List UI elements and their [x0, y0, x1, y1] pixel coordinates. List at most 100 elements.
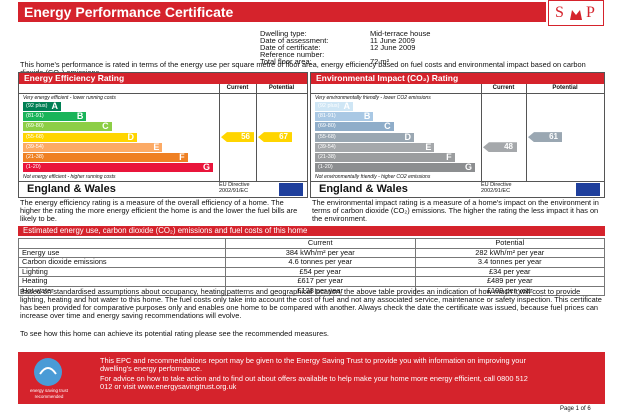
column-header: Potential [268, 85, 295, 91]
bottom-note: Not environmentally friendly - higher CO… [315, 174, 431, 181]
header-cell [18, 238, 226, 249]
top-note: Very energy efficient - lower running co… [23, 95, 116, 101]
band-range: (21-38) [318, 154, 336, 160]
table-cell: Carbon dioxide emissions [18, 257, 226, 268]
band-letter: B [363, 111, 371, 122]
est-logo-name: energy saving trust [29, 388, 69, 393]
band-range: (81-91) [26, 113, 44, 120]
column-header: Current [226, 85, 249, 91]
band-range: (81-91) [318, 113, 336, 120]
bottom-note: Not energy efficient - higher running co… [23, 174, 116, 181]
footer-text: For advice on how to take action and to … [100, 374, 528, 391]
rating-band: (92 plus) A [23, 102, 61, 111]
rating-description: The energy efficiency rating is a measur… [20, 198, 298, 223]
table-cell: £617 per year [225, 276, 416, 287]
band-letter: D [404, 131, 412, 142]
column-header: Current [492, 85, 515, 91]
band-letter: A [343, 101, 351, 111]
divider [19, 93, 307, 94]
est-logo-tag: recommended [34, 394, 64, 399]
detail-value: 72 m² [370, 57, 390, 66]
logo-letter: P [586, 4, 595, 21]
logo-crown [570, 10, 582, 20]
detail-label: Date of assessment: [260, 36, 329, 45]
detail-value: Mid-terrace house [370, 29, 431, 38]
band-letter: C [102, 121, 109, 132]
band-letter: F [179, 152, 185, 162]
table-cell: £109 per year [414, 285, 605, 296]
band-range: (39-54) [26, 143, 44, 150]
band-letter: F [446, 152, 452, 162]
rating-band: (1-20) G [315, 162, 475, 173]
table-cell: £489 per year [414, 276, 605, 287]
rating-band: (69-80) C [315, 121, 394, 132]
detail-label: Date of certificate: [260, 43, 321, 52]
col-line [219, 84, 220, 181]
band-range: (92 plus) [26, 103, 48, 109]
header-title: Energy Performance Certificate [18, 2, 546, 22]
table-row: Carbon dioxide emissions 4.6 tonnes per y… [18, 257, 605, 268]
top-note: Very environmentally friendly - lower CO… [315, 95, 431, 101]
band-range: (21-38) [26, 154, 44, 160]
table-cell: 3.4 tonnes per year [414, 257, 605, 268]
col-line [256, 84, 257, 181]
band-letter: G [464, 162, 472, 173]
divider [311, 181, 604, 182]
band-range: (55-68) [26, 133, 44, 140]
band-range: (1-20) [318, 164, 333, 171]
header-cell: Potential [414, 238, 605, 249]
page-number: Page 1 of 6 [560, 406, 591, 412]
table-cell: Hot water [18, 285, 226, 296]
detail-label: Dwelling type: [260, 29, 307, 38]
rating-band: (1-20) G [23, 162, 213, 173]
table-header: Current Potential [18, 238, 605, 249]
rating-band: (21-38) F [23, 153, 188, 162]
detail-label: Total floor area: [260, 57, 312, 66]
directive: EU Directive 2002/91/EC [481, 182, 512, 194]
recommendation: To see how this home can achieve its pot… [20, 329, 329, 338]
rating-band: (39-54) E [315, 141, 435, 152]
band-letter: E [153, 141, 160, 152]
col-line [481, 84, 482, 181]
rating-band: (81-91) B [315, 111, 374, 122]
rating-band: (92 plus) A [315, 102, 353, 111]
column-header: Potential [552, 85, 578, 91]
table-cell: Lighting [18, 266, 226, 277]
est-logo [34, 358, 62, 386]
panel-title: Energy Efficiency Rating [19, 73, 307, 84]
band-letter: E [425, 141, 432, 152]
band-letter: G [202, 162, 210, 173]
panel-title: Environmental Impact (CO₂) Rating [311, 73, 604, 84]
band-letter: D [127, 131, 135, 142]
logo: S P [548, 0, 604, 26]
rating-arrow: 67 [258, 132, 292, 143]
rating-band: (55-68) D [315, 131, 414, 142]
band-range: (69-80) [318, 123, 336, 130]
footer-text: This EPC and recommendations report may … [100, 356, 526, 373]
rating-band: (21-38) F [315, 153, 455, 162]
rating-band: (81-91) B [23, 111, 87, 122]
costs-title: Estimated energy use, carbon dioxide (CO… [18, 226, 605, 236]
band-range: (1-20) [26, 164, 41, 171]
rating-arrow: 61 [528, 132, 562, 143]
band-letter: A [51, 101, 59, 111]
table-row: Heating £617 per year £489 per year [18, 276, 605, 287]
rating-description: The environmental impact rating is a mea… [312, 198, 599, 223]
rating-panel: Energy Efficiency Rating Current Potential… [18, 72, 308, 198]
band-range: (69-80) [26, 123, 44, 130]
band-range: (92 plus) [318, 103, 340, 109]
band-range: (55-68) [318, 133, 336, 140]
band-letter: C [384, 121, 391, 132]
rating-band: (69-80) C [23, 121, 112, 132]
rating-band: (39-54) E [23, 141, 163, 152]
table-cell: 4.6 tonnes per year [225, 257, 416, 268]
region: England & Wales [27, 183, 116, 195]
detail-value: 12 June 2009 [370, 43, 416, 52]
rating-arrow: 56 [221, 132, 254, 143]
table-row: Hot water £128 per year £109 per year [18, 285, 605, 296]
header-cell: Current [225, 238, 416, 249]
band-range: (39-54) [318, 143, 336, 150]
divider [19, 181, 307, 182]
band-letter: B [76, 111, 84, 122]
